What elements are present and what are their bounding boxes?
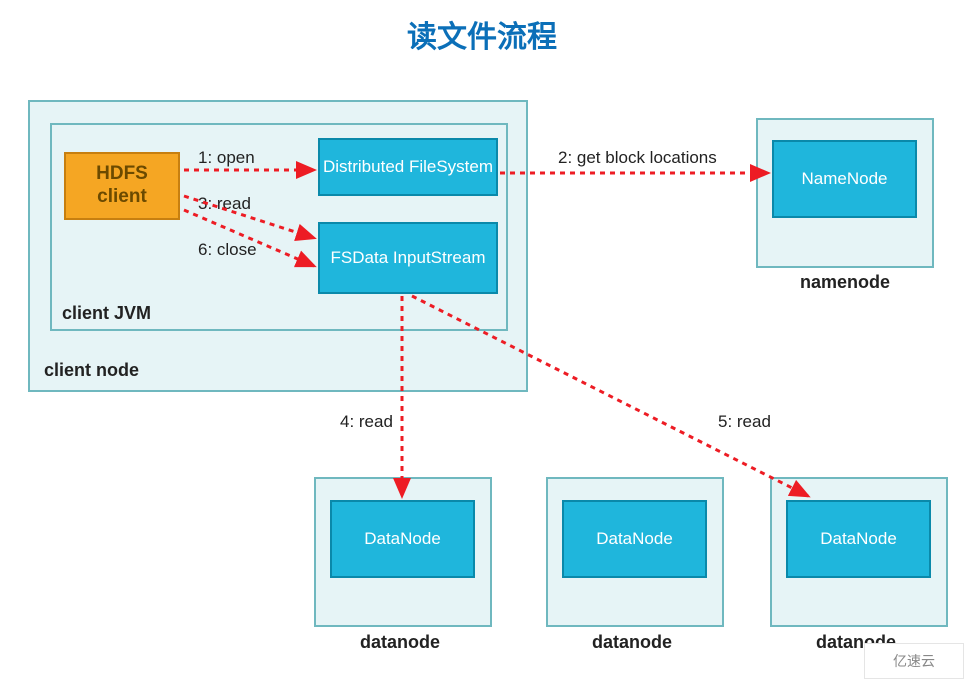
namenode-label: namenode [800, 272, 890, 293]
edge-label-getblock: 2: get block locations [558, 148, 717, 168]
watermark-logo: 亿速云 [864, 643, 964, 679]
datanode-box-2: DataNode [562, 500, 707, 578]
page-title: 读文件流程 [407, 12, 557, 56]
namenode-box: NameNode [772, 140, 917, 218]
distributed-filesystem-box: Distributed FileSystem [318, 138, 498, 196]
client-jvm-label: client JVM [62, 303, 151, 324]
watermark-text: 亿速云 [893, 651, 935, 671]
edge-label-read4: 4: read [340, 412, 393, 432]
hdfs-client-box: HDFS client [64, 152, 180, 220]
edge-label-read5: 5: read [718, 412, 771, 432]
datanode-label-2: datanode [592, 632, 672, 653]
edge-label-close: 6: close [198, 240, 257, 260]
datanode-box-3: DataNode [786, 500, 931, 578]
edge-label-open: 1: open [198, 148, 255, 168]
datanode-box-1: DataNode [330, 500, 475, 578]
datanode-label-1: datanode [360, 632, 440, 653]
client-node-label: client node [44, 360, 139, 381]
fsdata-inputstream-box: FSData InputStream [318, 222, 498, 294]
edge-label-read3: 3: read [198, 194, 251, 214]
